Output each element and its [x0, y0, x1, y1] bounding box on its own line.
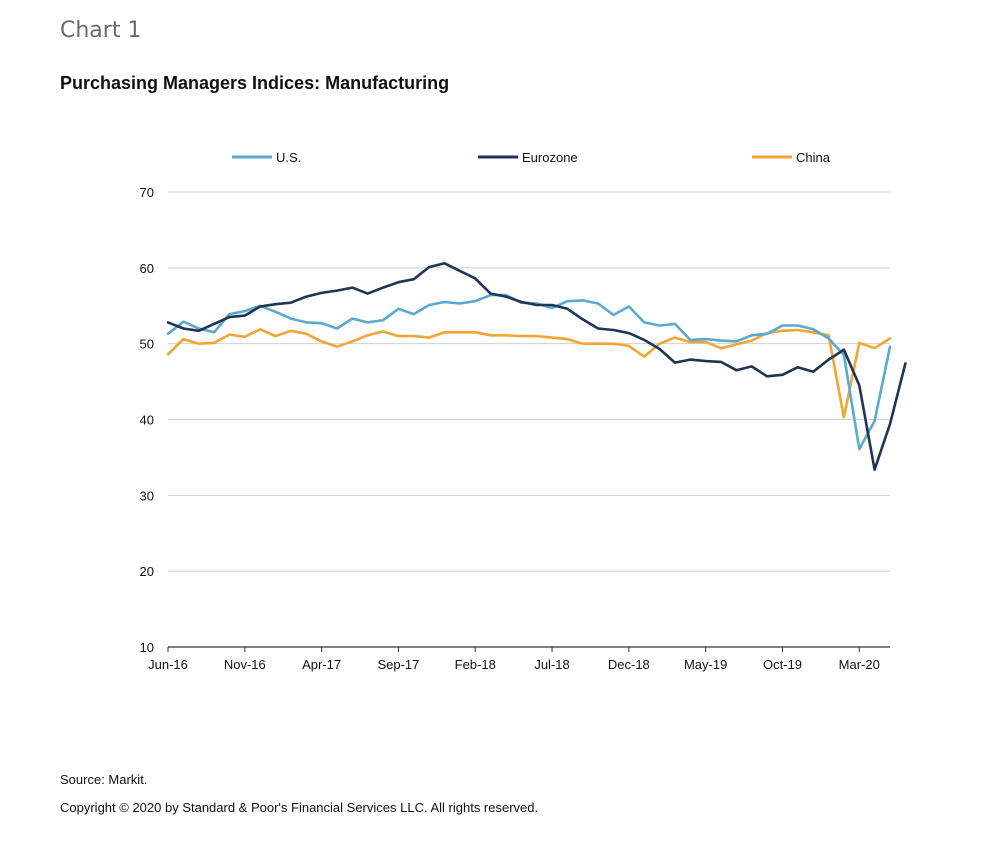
- x-tick-label: Nov-16: [224, 657, 266, 672]
- x-tick-label: Dec-18: [608, 657, 650, 672]
- copyright-note: Copyright © 2020 by Standard & Poor's Fi…: [60, 800, 539, 815]
- y-tick-label: 10: [140, 640, 154, 655]
- series-line-eurozone: [166, 261, 907, 471]
- x-tick-label: Mar-20: [839, 657, 880, 672]
- x-tick-label: May-19: [684, 657, 727, 672]
- source-note: Source: Markit.: [60, 772, 148, 787]
- legend-label-eurozone: Eurozone: [522, 150, 578, 165]
- series-line-china: [166, 327, 892, 419]
- y-tick-label: 40: [140, 413, 154, 428]
- y-tick-label: 70: [140, 185, 154, 200]
- x-tick-label: Jun-16: [148, 657, 188, 672]
- y-axis-ticks: 10 20 30 40 50 60 70: [140, 185, 154, 655]
- x-tick-label: Apr-17: [302, 657, 341, 672]
- grid-lines: [168, 191, 890, 648]
- legend-label-u-s: U.S.: [276, 150, 301, 165]
- legend: U.S. Eurozone China: [232, 150, 831, 165]
- x-axis: Jun-16 Nov-16 Apr-17 Sep-17 Feb-18 Jul-18 Dec-…: [148, 647, 880, 672]
- chart-number-label: Chart 1: [60, 18, 142, 43]
- series-lines: [166, 261, 907, 471]
- x-tick-label: Jul-18: [534, 657, 569, 672]
- chart-title: Purchasing Managers Indices: Manufacturi…: [60, 73, 450, 93]
- y-tick-label: 20: [140, 564, 154, 579]
- x-tick-label: Oct-19: [763, 657, 802, 672]
- y-tick-label: 50: [140, 337, 154, 352]
- legend-label-china: China: [796, 150, 831, 165]
- x-tick-label: Sep-17: [377, 657, 419, 672]
- x-tick-label: Feb-18: [455, 657, 496, 672]
- series-line-u-s: [166, 293, 892, 451]
- y-tick-label: 60: [140, 261, 154, 276]
- y-tick-label: 30: [140, 488, 154, 503]
